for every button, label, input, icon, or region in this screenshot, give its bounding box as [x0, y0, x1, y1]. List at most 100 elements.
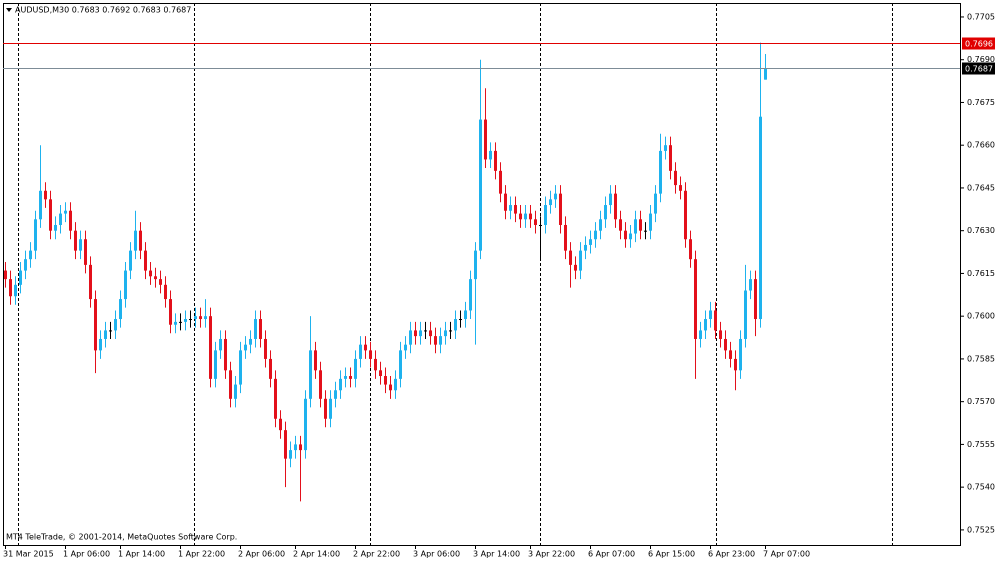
candle-body [104, 330, 107, 339]
candle-body [699, 330, 702, 339]
candle-body [199, 316, 202, 320]
candle-body [504, 193, 507, 211]
candle-body [624, 230, 627, 240]
x-tick-label: 6 Apr 15:00 [648, 550, 695, 559]
candle-body [314, 350, 317, 371]
x-tick-label: 1 Apr 06:00 [63, 550, 110, 559]
candle-body [664, 145, 667, 151]
candle-body [744, 290, 747, 339]
candle-body [54, 224, 57, 231]
candle-body [79, 239, 82, 251]
candle-body [264, 338, 267, 359]
candle-body [154, 276, 157, 280]
candle-body [204, 316, 207, 320]
candle-body [114, 319, 117, 331]
candle-body [9, 279, 12, 297]
candle-body [234, 384, 237, 399]
candle-body [64, 210, 67, 214]
candle-body [549, 199, 552, 206]
candle-body [619, 219, 622, 231]
candle-body [684, 190, 687, 240]
x-tick-label: 3 Apr 14:00 [473, 550, 520, 559]
candle-body [644, 230, 647, 232]
candle-body [534, 219, 537, 225]
candle-body [369, 350, 372, 359]
candle-body [634, 219, 637, 234]
candle-body [214, 350, 217, 379]
candle-body [729, 350, 732, 359]
y-tick-label: 0.7615 [967, 269, 995, 278]
x-tick-label: 2 Apr 14:00 [293, 550, 340, 559]
candle-body [574, 264, 577, 271]
candle-body [24, 259, 27, 271]
candle-body [44, 190, 47, 200]
candle-body [554, 193, 557, 200]
candle-body [539, 224, 542, 226]
x-tick-label: 6 Apr 07:00 [588, 550, 635, 559]
candle-body [109, 330, 112, 332]
candle-body [294, 444, 297, 451]
candle-body [379, 370, 382, 377]
candle-body [319, 370, 322, 399]
candle-body [434, 336, 437, 345]
candle-body [164, 284, 167, 300]
candle-body [194, 316, 197, 320]
candle-body [249, 338, 252, 345]
candle-body [119, 299, 122, 320]
candle-body [469, 279, 472, 311]
y-tick-label: 0.7540 [967, 483, 995, 492]
candle-body [69, 210, 72, 231]
candle-body [474, 250, 477, 280]
candle-body [124, 270, 127, 300]
candle-body [704, 319, 707, 331]
candle-body [349, 376, 352, 379]
candle-body [659, 150, 662, 194]
candle-body [514, 205, 517, 214]
candle-body [569, 250, 572, 265]
y-tick-label: 0.7585 [967, 354, 995, 363]
candle-body [49, 199, 52, 231]
candle-body [219, 338, 222, 351]
candle-body [339, 378, 342, 391]
candle-body [364, 344, 367, 351]
y-tick-label: 0.7705 [967, 12, 995, 21]
candle-body [564, 224, 567, 251]
candle-body [439, 336, 442, 345]
candle-body [39, 190, 42, 220]
candle-body [609, 193, 612, 206]
menu-triangle [6, 8, 12, 12]
candle-body [714, 310, 717, 331]
candle-body [14, 284, 17, 297]
candle-body [139, 230, 142, 251]
candle-body [489, 150, 492, 160]
y-tick-label: 0.7600 [967, 312, 995, 321]
candle-body [759, 116, 762, 320]
x-tick-label: 6 Apr 23:00 [708, 550, 755, 559]
candle-body [284, 430, 287, 459]
candle-body [524, 213, 527, 220]
candle-body [259, 319, 262, 339]
candle-body [74, 230, 77, 251]
y-tick-label: 0.7630 [967, 226, 995, 235]
candle-body [559, 193, 562, 225]
candle-body [84, 239, 87, 265]
candle-body [749, 279, 752, 291]
day-separators [18, 3, 893, 545]
candle-body [419, 330, 422, 337]
x-tick-label: 2 Apr 22:00 [353, 550, 400, 559]
candle-body [614, 193, 617, 220]
y-tick-label: 0.7555 [967, 440, 995, 449]
candle-body [404, 344, 407, 351]
candle-body [244, 344, 247, 351]
candle-body [99, 338, 102, 351]
candle-body [529, 213, 532, 220]
candle-body [169, 299, 172, 325]
candle-body [359, 344, 362, 359]
candle-body [224, 338, 227, 371]
candle-body [289, 450, 292, 459]
x-tick-label: 31 Mar 2015 [3, 550, 54, 559]
candle-body [459, 319, 462, 321]
price-label: 0.7696 [965, 40, 993, 49]
